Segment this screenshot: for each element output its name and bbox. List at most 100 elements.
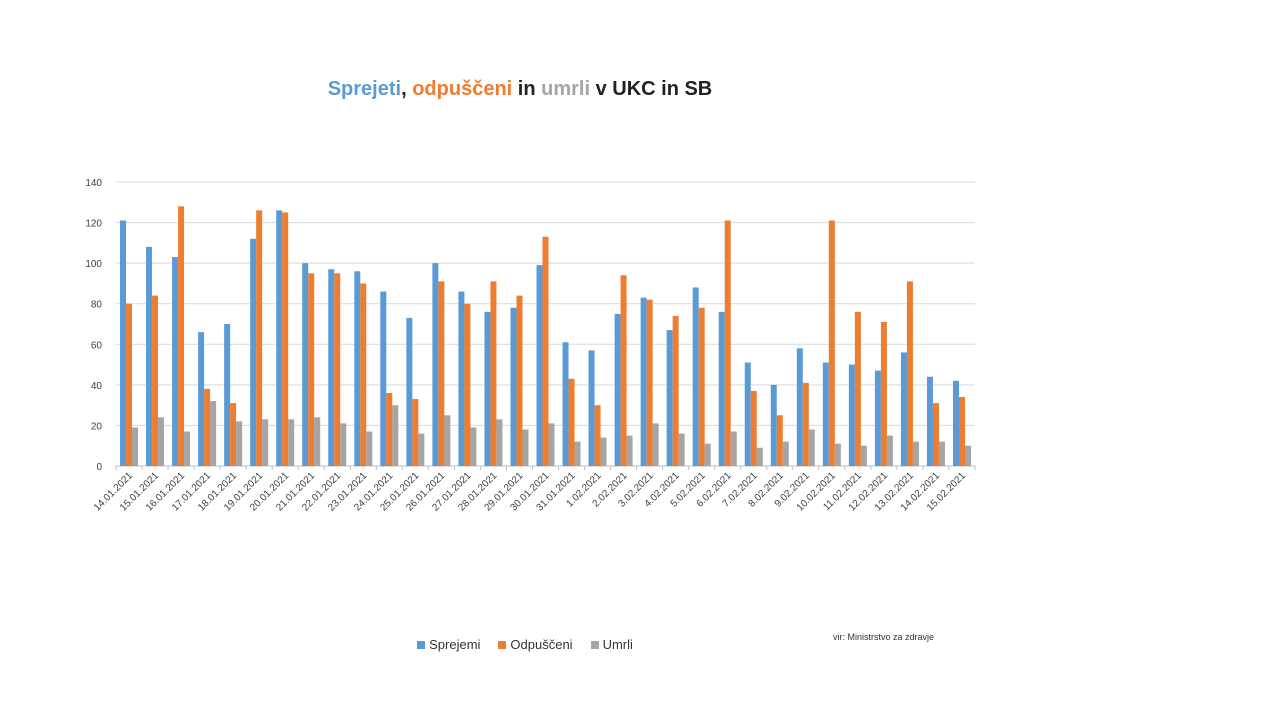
bar-sprejemi — [952, 380, 959, 466]
bar-umrli — [418, 433, 425, 466]
bar-umrli — [574, 441, 581, 466]
bar-odpueni — [620, 275, 627, 466]
bar-sprejemi — [354, 271, 361, 466]
bar-odpueni — [568, 378, 575, 466]
bar-sprejemi — [874, 370, 881, 466]
bar-sprejemi — [796, 348, 803, 466]
title-rest: v UKC in SB — [590, 78, 713, 100]
bar-umrli — [600, 437, 607, 466]
bar-umrli — [288, 419, 295, 466]
bar-umrli — [496, 419, 503, 466]
bar-odpueni — [776, 415, 783, 466]
bar-sprejemi — [536, 265, 543, 466]
title-umrli: umrli — [541, 78, 591, 100]
bar-sprejemi — [146, 246, 153, 466]
bar-sprejemi — [224, 324, 231, 466]
bar-sprejemi — [900, 352, 907, 466]
bar-odpueni — [646, 299, 653, 466]
x-axis-ticks: 14.01.202115.01.202116.01.202117.01.2021… — [92, 466, 976, 514]
bar-odpueni — [230, 403, 237, 466]
legend-item-sprejemi: Sprejemi — [417, 637, 480, 652]
bar-odpueni — [698, 307, 705, 466]
bar-umrli — [522, 429, 529, 466]
bar-sprejemi — [666, 330, 673, 466]
bar-sprejemi — [926, 376, 933, 466]
bar-umrli — [158, 417, 165, 466]
bar-odpueni — [802, 382, 809, 466]
bar-umrli — [964, 445, 971, 466]
legend-swatch-sprejemi — [417, 640, 426, 649]
bar-odpueni — [542, 236, 549, 466]
legend: Sprejemi Odpuščeni Umrli — [0, 637, 1050, 652]
source-note: vir: Ministrstvo za zdravje — [833, 632, 935, 642]
title-sep2: in — [512, 78, 542, 100]
legend-item-umrli: Umrli — [590, 637, 633, 652]
bar-umrli — [912, 441, 919, 466]
bar-sprejemi — [302, 263, 309, 466]
bar-odpueni — [594, 405, 601, 466]
bar-odpueni — [906, 281, 913, 466]
y-tick-label: 80 — [91, 300, 103, 311]
bar-umrli — [184, 431, 191, 466]
bar-odpueni — [932, 403, 939, 466]
bar-sprejemi — [692, 287, 699, 466]
bar-sprejemi — [770, 384, 777, 466]
bar-odpueni — [880, 321, 887, 466]
bar-sprejemi — [198, 332, 205, 466]
bar-odpueni — [516, 295, 523, 466]
legend-label-sprejemi: Sprejemi — [429, 637, 481, 652]
bar-sprejemi — [614, 313, 621, 466]
bar-odpueni — [386, 392, 393, 466]
bar-umrli — [236, 421, 243, 466]
bar-odpueni — [126, 303, 133, 466]
bar-sprejemi — [172, 257, 179, 466]
bar-umrli — [132, 427, 139, 466]
bar-umrli — [470, 427, 477, 466]
legend-swatch-odpusceni — [498, 640, 507, 649]
bar-umrli — [860, 445, 867, 466]
bar-umrli — [444, 415, 451, 466]
chart-title: Sprejeti, odpuščeni in umrli v UKC in SB — [0, 78, 1040, 101]
y-tick-label: 20 — [91, 421, 103, 432]
bar-umrli — [782, 441, 789, 466]
bar-sprejemi — [328, 269, 335, 466]
bar-odpueni — [178, 206, 185, 467]
bar-umrli — [730, 431, 737, 466]
bar-umrli — [340, 423, 347, 466]
legend-item-odpusceni: Odpuščeni — [498, 637, 573, 652]
bar-umrli — [756, 447, 763, 466]
bar-odpueni — [750, 390, 757, 466]
bar-sprejemi — [744, 362, 751, 466]
bar-odpueni — [282, 212, 289, 466]
y-tick-label: 100 — [85, 259, 102, 270]
bar-umrli — [392, 405, 399, 466]
bar-odpueni — [256, 210, 263, 466]
bar-sprejemi — [380, 291, 387, 466]
bar-sprejemi — [640, 297, 647, 466]
bar-odpueni — [672, 315, 679, 466]
bar-sprejemi — [822, 362, 829, 466]
bar-sprejemi — [458, 291, 465, 466]
bar-sprejemi — [718, 311, 725, 466]
y-tick-label: 0 — [96, 462, 102, 473]
y-tick-label: 40 — [91, 381, 103, 392]
bars — [120, 206, 971, 467]
bar-odpueni — [958, 397, 965, 466]
legend-swatch-umrli — [590, 640, 599, 649]
bar-umrli — [938, 441, 945, 466]
bar-sprejemi — [848, 364, 855, 466]
title-odpusceni: odpuščeni — [412, 78, 513, 100]
bar-sprejemi — [484, 311, 491, 466]
bar-odpueni — [490, 281, 497, 466]
bar-umrli — [262, 419, 269, 466]
bar-sprejemi — [120, 220, 127, 466]
bar-odpueni — [152, 295, 159, 466]
bar-umrli — [834, 443, 841, 466]
bar-umrli — [548, 423, 555, 466]
bar-umrli — [366, 431, 373, 466]
bar-umrli — [704, 443, 711, 466]
bar-sprejemi — [510, 307, 517, 466]
y-tick-label: 60 — [91, 340, 103, 351]
bar-odpueni — [464, 303, 471, 466]
